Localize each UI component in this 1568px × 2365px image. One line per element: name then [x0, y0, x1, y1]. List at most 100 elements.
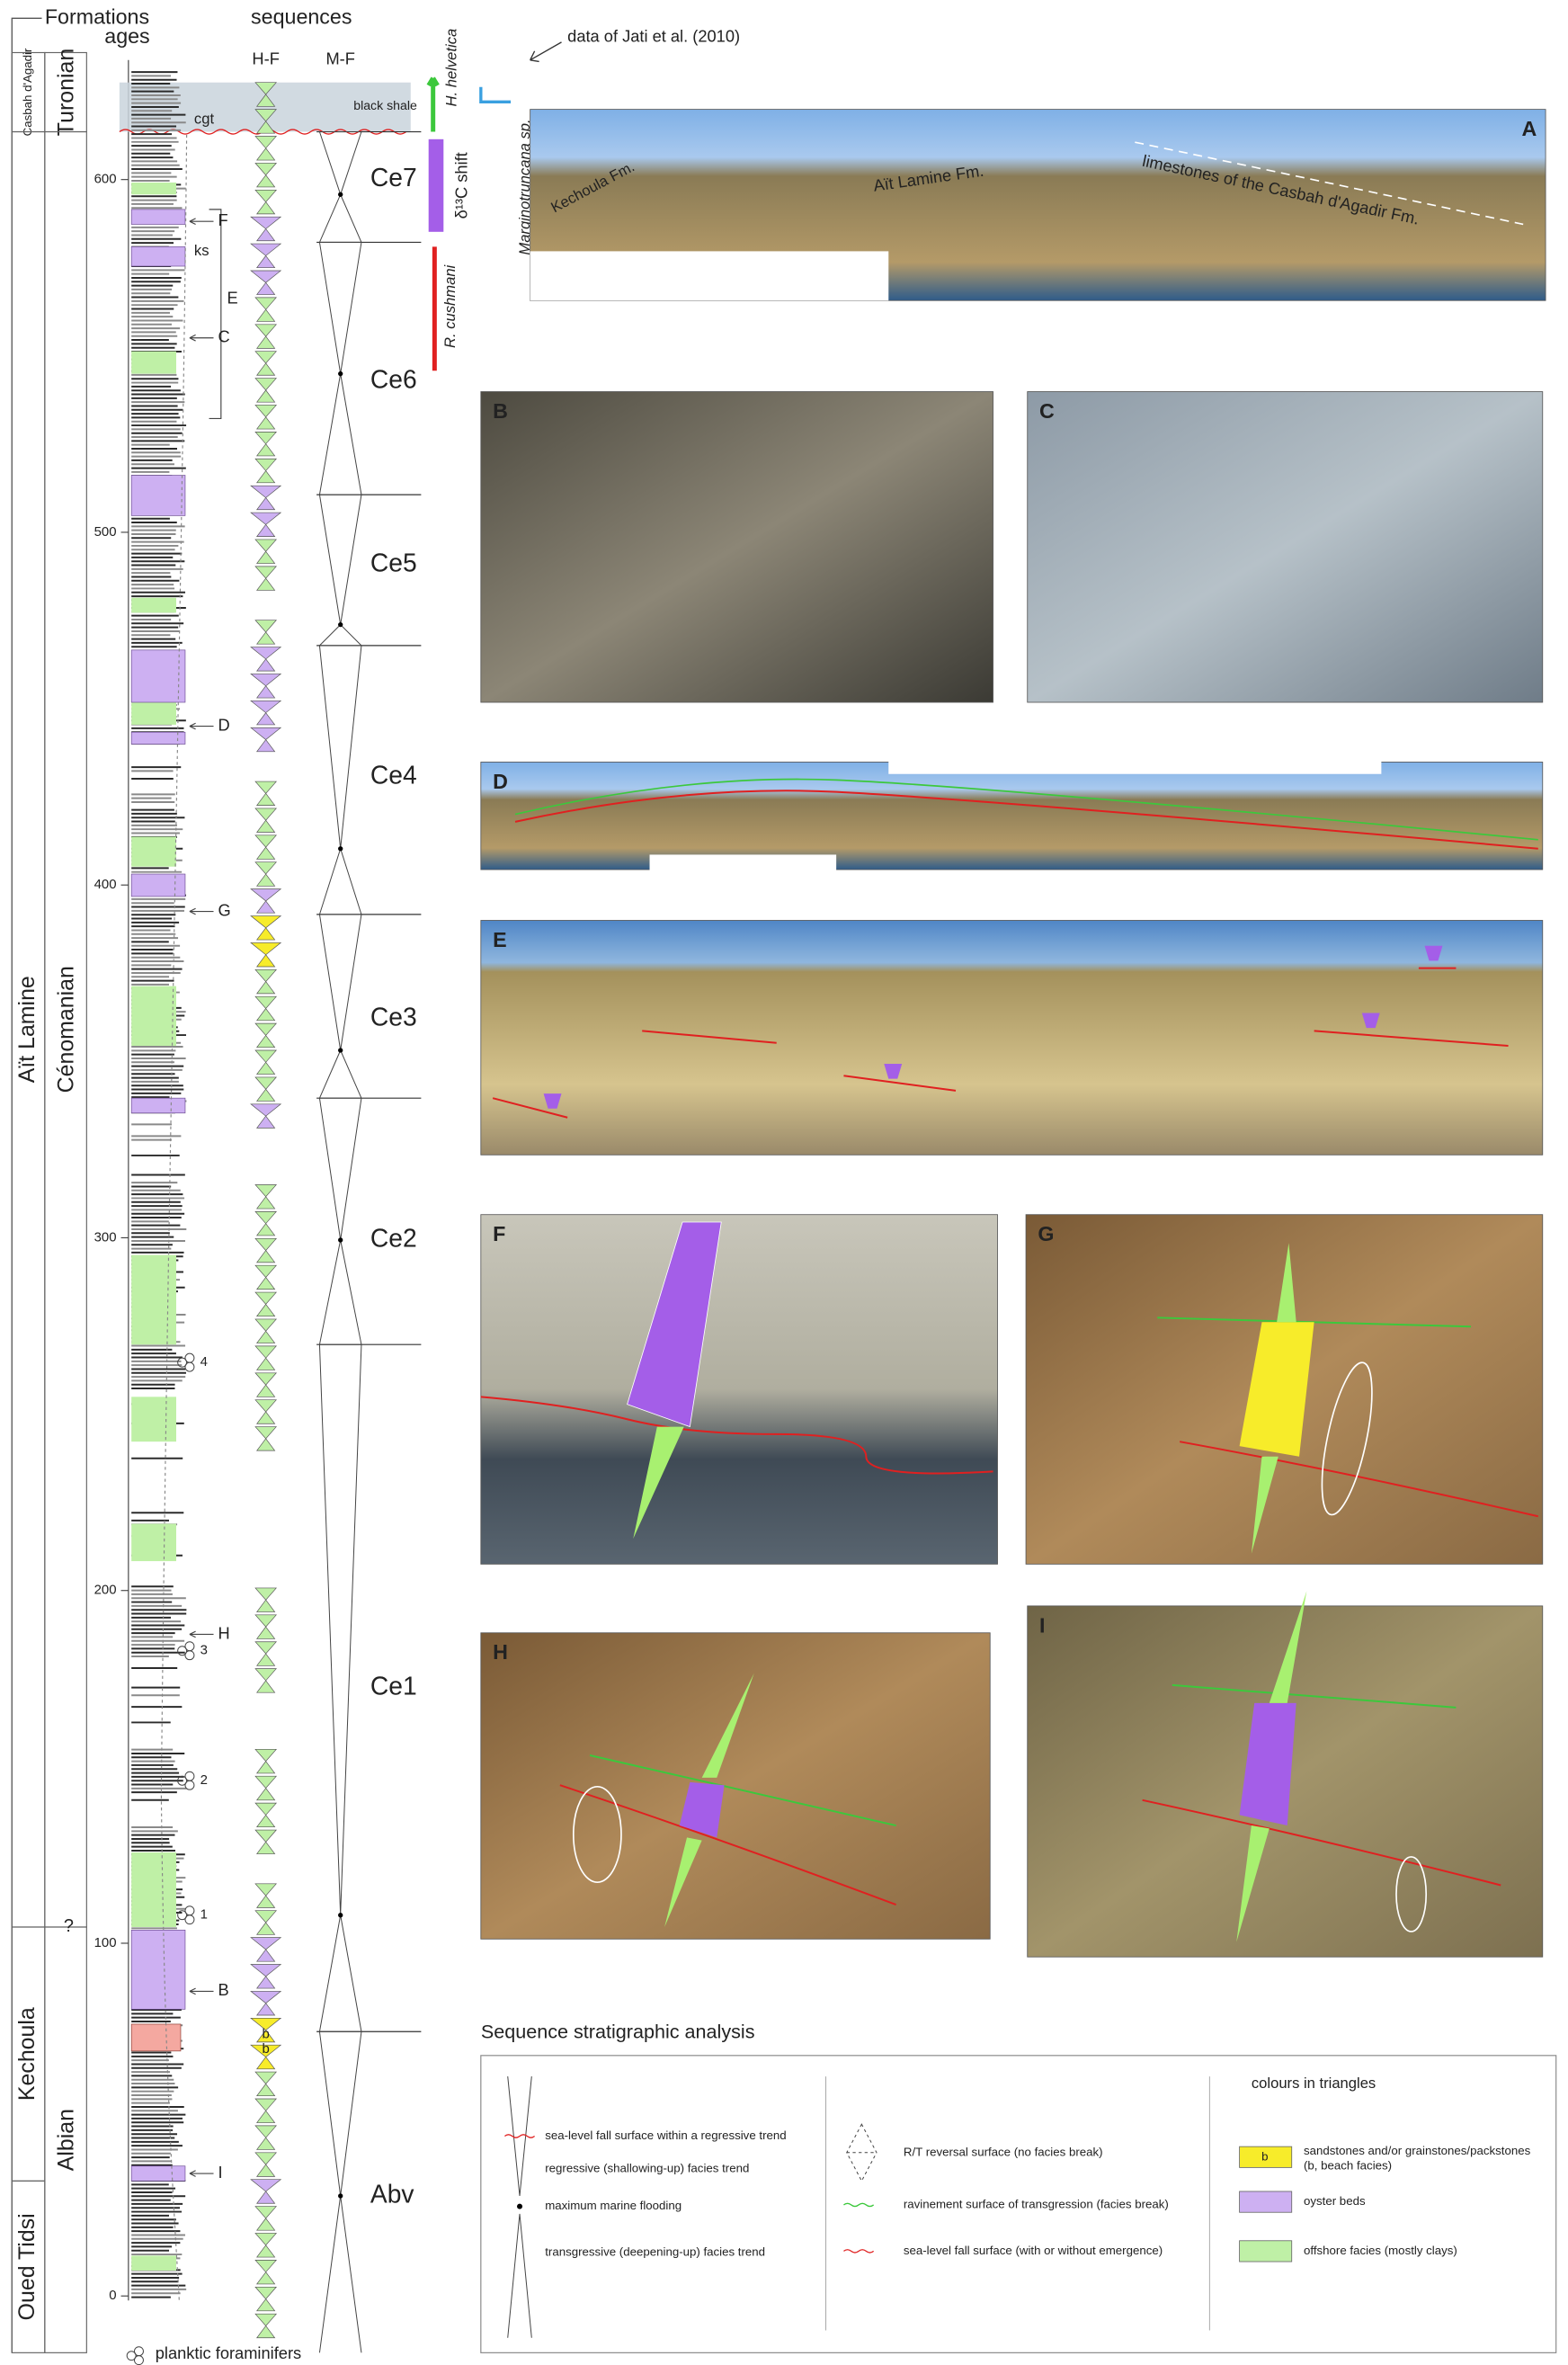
hf-triangle: [254, 1426, 278, 1451]
photo: [480, 391, 993, 703]
photo: [1027, 391, 1544, 703]
isotope-shift-label: δ¹³C shift: [452, 152, 471, 219]
depth-tick-label: 100: [94, 1935, 117, 1950]
hf-triangle: [254, 1237, 278, 1263]
photo: [480, 1214, 998, 1565]
source-note: data of Jati et al. (2010): [567, 27, 740, 46]
depth-tick-label: 600: [94, 172, 117, 187]
log-arrow: [189, 2170, 214, 2177]
log-arrow: [189, 907, 214, 915]
photo-triangle: [627, 1221, 722, 1428]
mfs-dot: [338, 370, 343, 377]
legend-swatch: [1239, 2146, 1293, 2168]
hf-triangle: [254, 1211, 278, 1236]
log-offshore-bed: [131, 182, 176, 195]
hf-triangle: [254, 432, 278, 457]
marginotruncana-range: [479, 86, 512, 103]
foraminifer-icon: [177, 1775, 188, 1786]
log-offshore-bed: [131, 702, 176, 725]
legend-text: ravinement surface of transgression (fac…: [904, 2197, 1169, 2210]
hf-triangle: [254, 1264, 278, 1290]
hf-triangle: [254, 297, 278, 322]
depth-tick-label: 400: [94, 877, 117, 892]
hf-triangle: [250, 243, 282, 268]
footnote: planktic foraminifers: [156, 2343, 301, 2362]
sequence-label: Ce7: [370, 163, 417, 192]
hf-triangle: [250, 2044, 282, 2070]
foraminifer-icon: [184, 1361, 195, 1372]
photo-surface: [492, 967, 1509, 1119]
hf-triangle: [254, 1022, 278, 1049]
photo-triangle: [1361, 1013, 1380, 1029]
photo: [480, 1632, 991, 1940]
sequence-label: Ce3: [370, 1003, 417, 1031]
photo-scale-ring: [1395, 1856, 1428, 1932]
hf-triangle: [250, 942, 282, 968]
hf-triangle: [254, 2125, 278, 2150]
beach-label: b: [262, 2041, 269, 2057]
hf-triangle: [250, 647, 282, 672]
log-offshore-bed: [131, 836, 176, 867]
mfs-dot: [338, 1237, 343, 1243]
hf-triangle: [254, 620, 278, 645]
sequence-label: Abv: [370, 2179, 415, 2208]
hf-triangle: [250, 727, 282, 753]
hf-triangle: [254, 1184, 278, 1209]
biozone-label: H. helvetica: [443, 29, 460, 107]
log-label: G: [218, 900, 230, 919]
log-label: cgt: [194, 111, 215, 128]
mfs-dot: [338, 1913, 343, 1918]
hf-triangle: [254, 1049, 278, 1075]
header-ages: ages: [104, 24, 149, 48]
hf-triangle: [254, 781, 278, 806]
log-offshore-bed: [131, 2255, 176, 2271]
formation-name: Kechoula: [14, 2007, 40, 2101]
foraminifer-number: 3: [200, 1643, 208, 1658]
log-label: C: [218, 327, 229, 346]
depth-tick-label: 500: [94, 524, 117, 540]
sequence-label: Ce1: [370, 1672, 417, 1700]
hf-triangle: [254, 324, 278, 349]
hf-triangle: [250, 512, 282, 537]
log-offshore-bed: [131, 1397, 176, 1442]
legend-symbol: [843, 2202, 875, 2208]
hf-triangle: [254, 1372, 278, 1397]
sequence-label: Ce2: [370, 1223, 417, 1252]
photo-triangle: [1239, 1702, 1296, 1826]
age-query: ?: [64, 1916, 74, 1936]
photo-label: G: [1038, 1222, 1054, 1245]
foraminifer-icon: [177, 1910, 188, 1921]
log-oyster-bed: [130, 475, 186, 516]
hf-triangle: [250, 2179, 282, 2204]
legend-text: sandstones and/or grainstones/packstones…: [1304, 2144, 1531, 2173]
legend-text: sea-level fall surface within a regressi…: [545, 2128, 786, 2142]
log-offshore-bed: [131, 1254, 176, 1345]
biozone-label: R. cushmani: [441, 263, 459, 348]
foraminifer-icon: [177, 1357, 188, 1368]
log-arrow: [189, 1630, 214, 1638]
hf-triangle: [254, 834, 278, 860]
hf-triangle: [254, 995, 278, 1022]
hf-triangle: [250, 270, 282, 295]
log-oyster-bed: [130, 2165, 186, 2182]
hf-triangle: [250, 674, 282, 699]
hf-triangle: [254, 1802, 278, 1828]
log-oyster-bed: [130, 1097, 186, 1114]
hf-triangle: [254, 861, 278, 887]
hf-triangle: [254, 405, 278, 430]
legend-symbol: [843, 2249, 875, 2253]
legend-swatch: [1239, 2240, 1293, 2262]
hf-triangle: [254, 1291, 278, 1316]
photo: [480, 762, 1544, 870]
hf-triangle: [254, 82, 278, 107]
hf-triangle: [254, 1748, 278, 1774]
photo-triangle: [679, 1781, 725, 1838]
legend-text: oyster beds: [1304, 2194, 1366, 2208]
log-oyster-bed: [130, 873, 186, 897]
mfs-dot: [338, 192, 343, 197]
formation-name: Casbah d'Agadir: [21, 48, 34, 136]
photo-surface: [514, 778, 1538, 841]
hf-triangle: [254, 1587, 278, 1612]
foraminifer-number: 2: [200, 1772, 208, 1788]
